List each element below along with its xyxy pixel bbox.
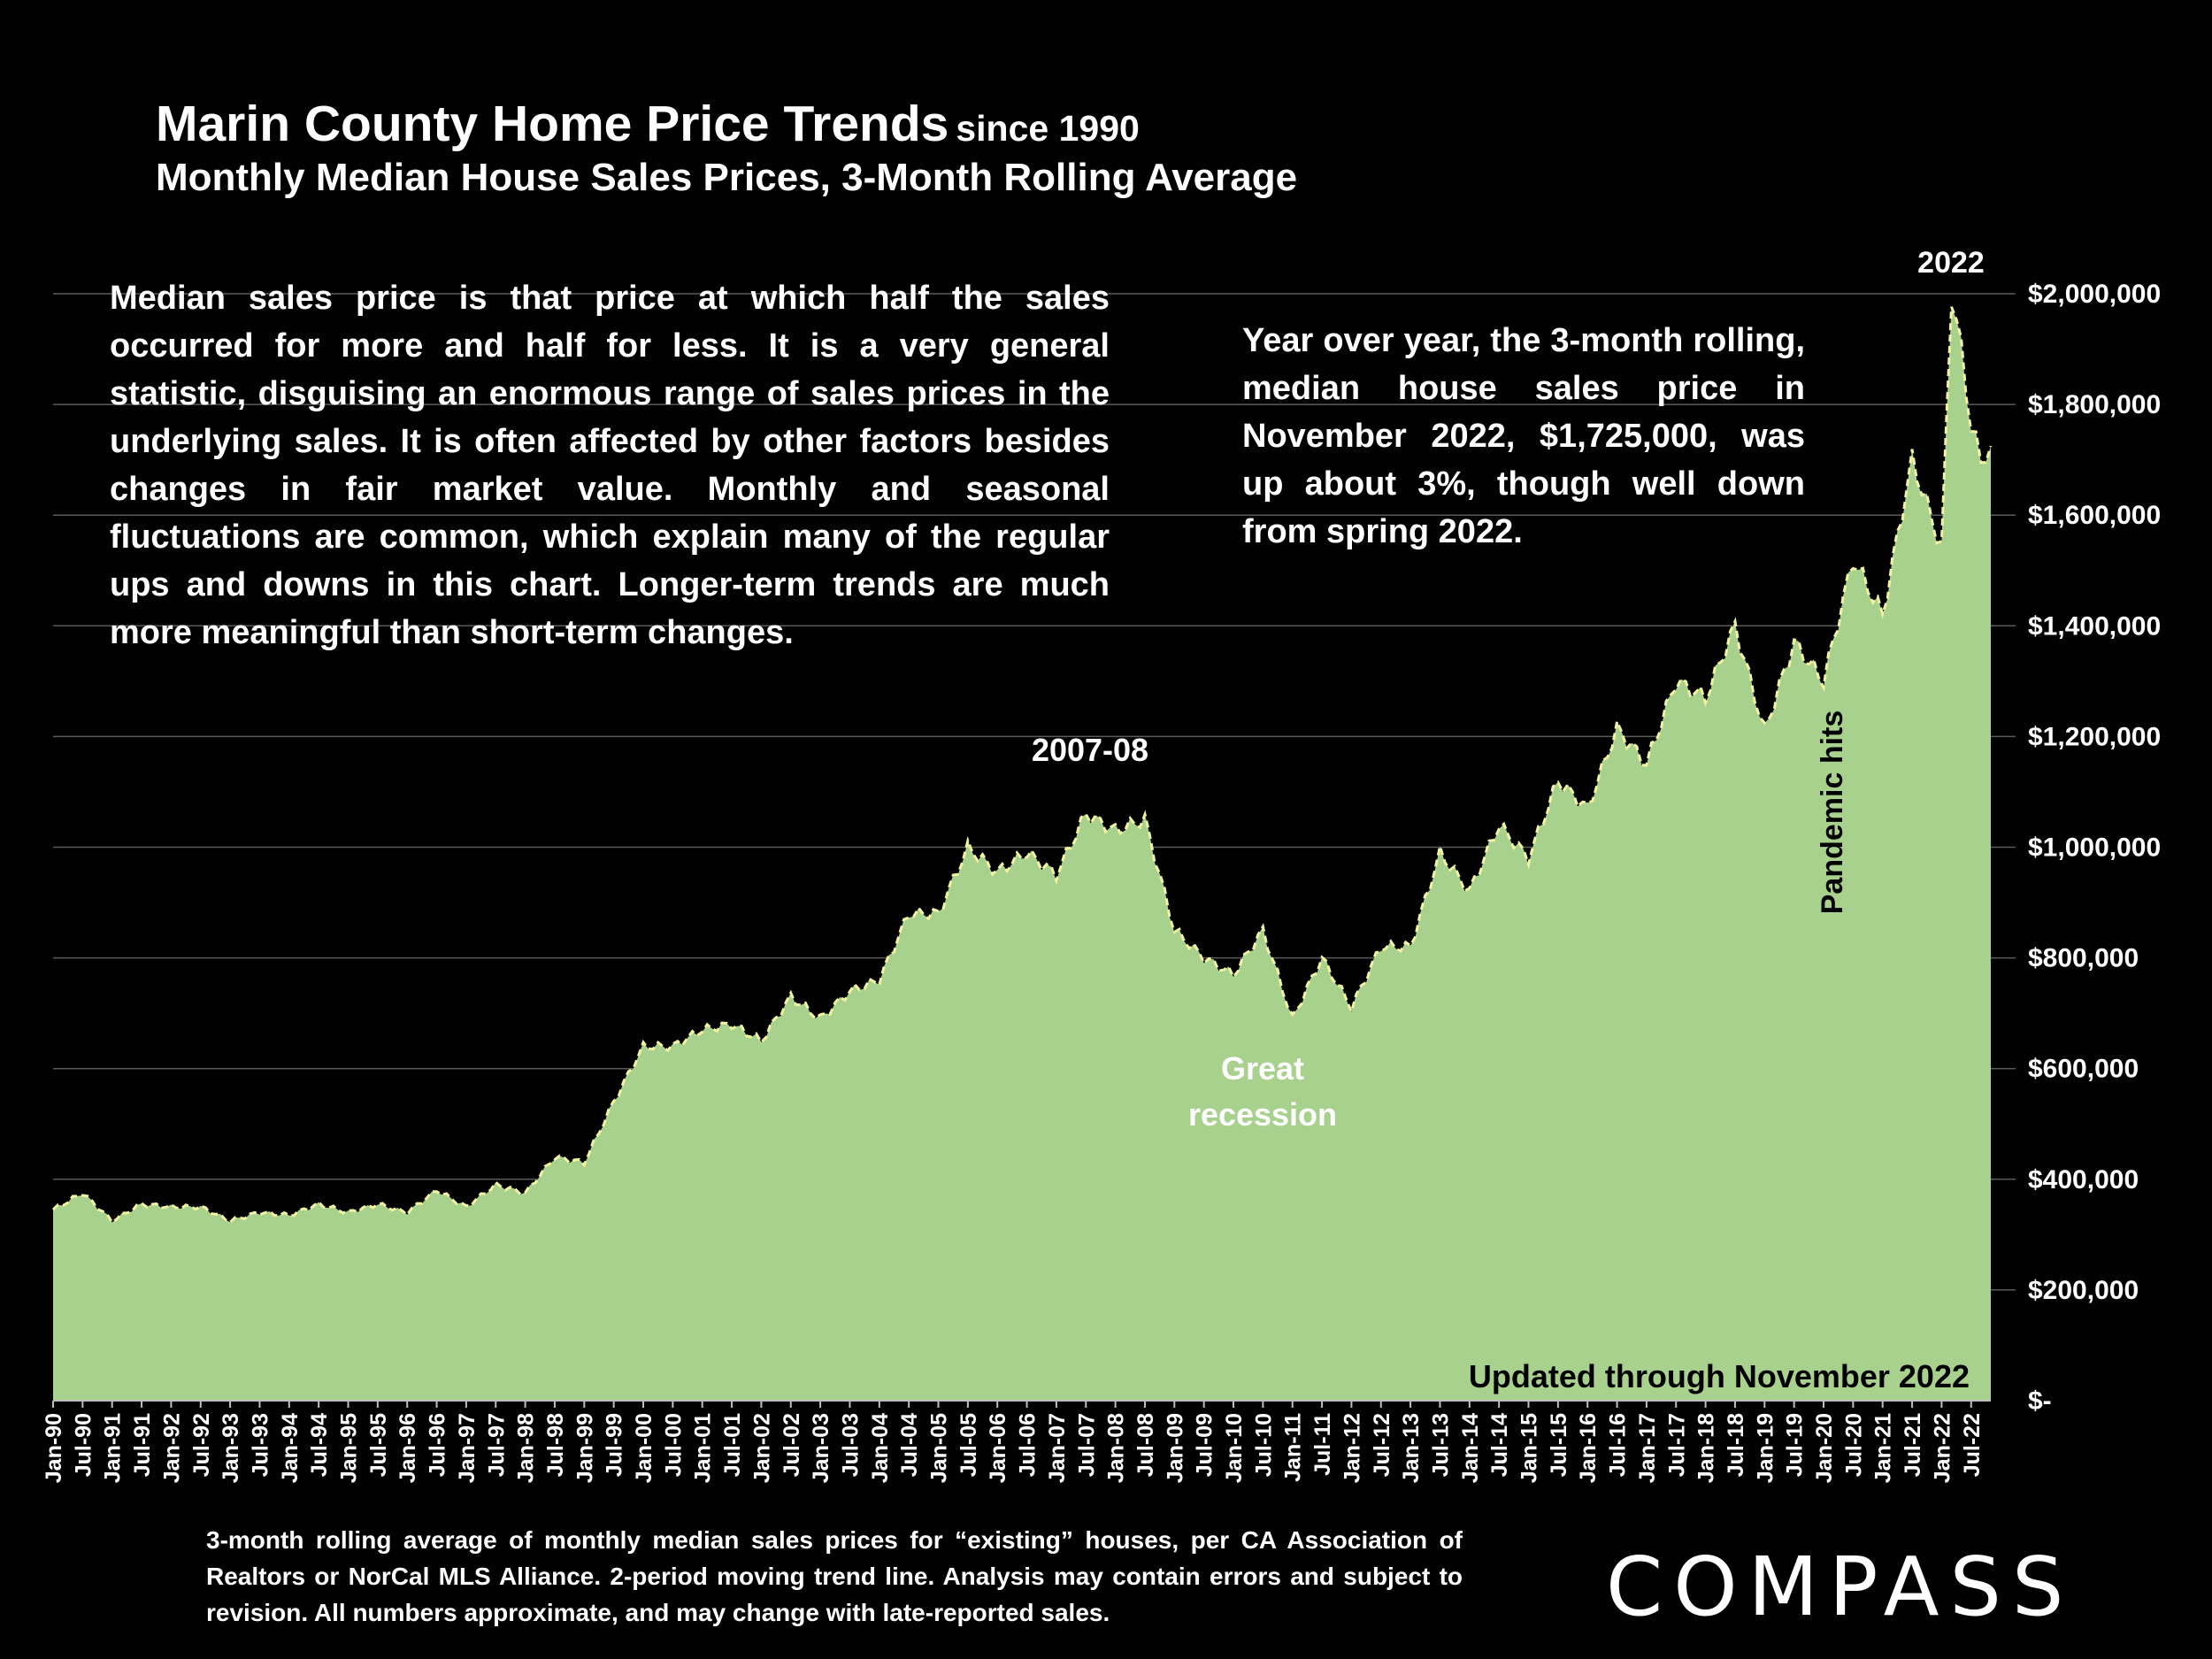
x-tick-label: Jul-92 bbox=[189, 1413, 214, 1477]
x-tick-label: Jul-21 bbox=[1901, 1413, 1925, 1477]
x-tick-label: Jan-07 bbox=[1045, 1413, 1070, 1483]
x-tick-label: Jul-00 bbox=[661, 1413, 686, 1477]
x-tick-label: Jul-97 bbox=[484, 1413, 509, 1477]
x-tick-label: Jan-94 bbox=[278, 1413, 303, 1483]
x-tick-label: Jan-21 bbox=[1871, 1413, 1896, 1483]
x-tick-label: Jan-03 bbox=[809, 1413, 833, 1483]
y-tick-label: $1,400,000 bbox=[2028, 611, 2161, 641]
x-tick-label: Jul-18 bbox=[1724, 1413, 1748, 1477]
x-tick-label: Jan-17 bbox=[1635, 1413, 1660, 1483]
y-tick-label: $1,000,000 bbox=[2028, 833, 2161, 863]
title-block: Marin County Home Price Trends since 1990… bbox=[156, 96, 1297, 200]
x-tick-label: Jan-06 bbox=[986, 1413, 1010, 1483]
footnote: 3-month rolling average of monthly media… bbox=[206, 1526, 1463, 1626]
x-tick-label: Jul-10 bbox=[1251, 1413, 1276, 1477]
x-tick-label: Jul-14 bbox=[1487, 1413, 1512, 1477]
x-tick-label: Jan-19 bbox=[1753, 1413, 1778, 1483]
x-tick-label: Jul-99 bbox=[603, 1413, 627, 1477]
x-tick-label: Jan-00 bbox=[632, 1413, 657, 1483]
x-tick-label: Jul-90 bbox=[71, 1413, 96, 1477]
x-tick-label: Jan-18 bbox=[1694, 1413, 1719, 1483]
compass-logo: COMPASS bbox=[1606, 1540, 2075, 1634]
x-tick-label: Jan-93 bbox=[219, 1413, 243, 1483]
x-tick-label: Jan-10 bbox=[1222, 1413, 1247, 1483]
chart-subtitle: Monthly Median House Sales Prices, 3-Mon… bbox=[156, 155, 1298, 199]
x-tick-label: Jan-15 bbox=[1517, 1413, 1542, 1483]
x-tick-label: Jan-91 bbox=[101, 1413, 126, 1483]
annotation-2007-08: 2007-08 bbox=[1032, 732, 1148, 768]
x-tick-label: Jul-09 bbox=[1193, 1413, 1217, 1477]
y-tick-label: $1,600,000 bbox=[2028, 501, 2161, 530]
x-tick-label: Jan-16 bbox=[1576, 1413, 1601, 1483]
x-tick-label: Jan-13 bbox=[1399, 1413, 1424, 1483]
y-tick-label: $600,000 bbox=[2028, 1055, 2139, 1084]
x-tick-label: Jul-19 bbox=[1783, 1413, 1808, 1477]
chart-title: Marin County Home Price Trends since 1990 bbox=[156, 96, 1297, 154]
annotation-pandemic-hits: Pandemic hits bbox=[1816, 710, 1849, 915]
chart-title-text: Marin County Home Price Trends bbox=[156, 96, 949, 152]
x-tick-label: Jul-17 bbox=[1664, 1413, 1689, 1477]
y-tick-label: $- bbox=[2028, 1386, 2052, 1416]
x-tick-label: Jul-95 bbox=[366, 1413, 391, 1477]
x-tick-label: Jul-08 bbox=[1133, 1413, 1158, 1477]
x-tick-label: Jul-94 bbox=[307, 1413, 332, 1477]
x-tick-label: Jul-20 bbox=[1841, 1413, 1866, 1477]
x-tick-label: Jul-02 bbox=[780, 1413, 804, 1477]
y-tick-label: $800,000 bbox=[2028, 944, 2139, 973]
x-tick-label: Jan-97 bbox=[455, 1413, 480, 1483]
x-tick-label: Jan-11 bbox=[1281, 1413, 1306, 1482]
y-tick-label: $1,800,000 bbox=[2028, 390, 2161, 419]
x-tick-label: Jan-92 bbox=[159, 1413, 184, 1483]
x-tick-label: Jan-22 bbox=[1930, 1413, 1955, 1483]
x-tick-label: Jul-12 bbox=[1370, 1413, 1394, 1477]
y-tick-label: $1,200,000 bbox=[2028, 722, 2161, 751]
x-tick-label: Jan-05 bbox=[927, 1413, 952, 1483]
y-tick-label: $200,000 bbox=[2028, 1276, 2139, 1305]
x-tick-label: Jul-13 bbox=[1428, 1413, 1453, 1477]
x-tick-label: Jan-96 bbox=[396, 1413, 420, 1483]
yoy-note: Year over year, the 3-month rolling, med… bbox=[1242, 322, 1805, 550]
x-tick-label: Jan-90 bbox=[42, 1413, 66, 1483]
median-explanation-note: Median sales price is that price at whic… bbox=[110, 280, 1110, 651]
annotation-2022: 2022 bbox=[1917, 246, 1985, 280]
x-tick-label: Jan-14 bbox=[1458, 1413, 1483, 1483]
x-tick-label: Jan-01 bbox=[691, 1413, 716, 1483]
x-tick-label: Jul-22 bbox=[1960, 1413, 1985, 1477]
x-tick-label: Jan-08 bbox=[1104, 1413, 1129, 1483]
x-tick-label: Jul-91 bbox=[130, 1413, 155, 1477]
x-tick-label: Jan-98 bbox=[514, 1413, 539, 1483]
x-tick-label: Jan-09 bbox=[1163, 1413, 1187, 1483]
x-tick-label: Jul-07 bbox=[1074, 1413, 1099, 1477]
x-tick-label: Jan-02 bbox=[749, 1413, 774, 1483]
x-tick-label: Jul-96 bbox=[426, 1413, 450, 1477]
price-area bbox=[53, 306, 1991, 1401]
x-tick-label: Jan-99 bbox=[572, 1413, 597, 1483]
x-tick-label: Jan-12 bbox=[1340, 1413, 1364, 1483]
x-tick-label: Jul-05 bbox=[956, 1413, 981, 1477]
x-tick-label: Jul-15 bbox=[1547, 1413, 1571, 1477]
x-tick-label: Jul-11 bbox=[1310, 1413, 1335, 1476]
x-tick-label: Jul-03 bbox=[838, 1413, 863, 1477]
x-tick-label: Jul-16 bbox=[1606, 1413, 1631, 1477]
annotation-updated: Updated through November 2022 bbox=[1469, 1358, 1970, 1394]
y-tick-label: $400,000 bbox=[2028, 1165, 2139, 1194]
x-tick-label: Jul-98 bbox=[543, 1413, 568, 1477]
x-tick-label: Jul-93 bbox=[248, 1413, 273, 1477]
x-tick-label: Jul-06 bbox=[1016, 1413, 1041, 1477]
x-tick-label: Jan-20 bbox=[1812, 1413, 1837, 1483]
annotation-great-recession-line2: recession bbox=[1188, 1096, 1337, 1133]
y-tick-label: $2,000,000 bbox=[2028, 280, 2161, 309]
x-tick-label: Jul-01 bbox=[720, 1413, 745, 1477]
x-tick-label: Jan-04 bbox=[868, 1413, 893, 1483]
annotation-great-recession-line1: Great bbox=[1221, 1050, 1304, 1087]
x-tick-label: Jan-95 bbox=[337, 1413, 362, 1483]
chart-title-since: since 1990 bbox=[956, 108, 1140, 149]
x-tick-label: Jul-04 bbox=[897, 1413, 922, 1477]
